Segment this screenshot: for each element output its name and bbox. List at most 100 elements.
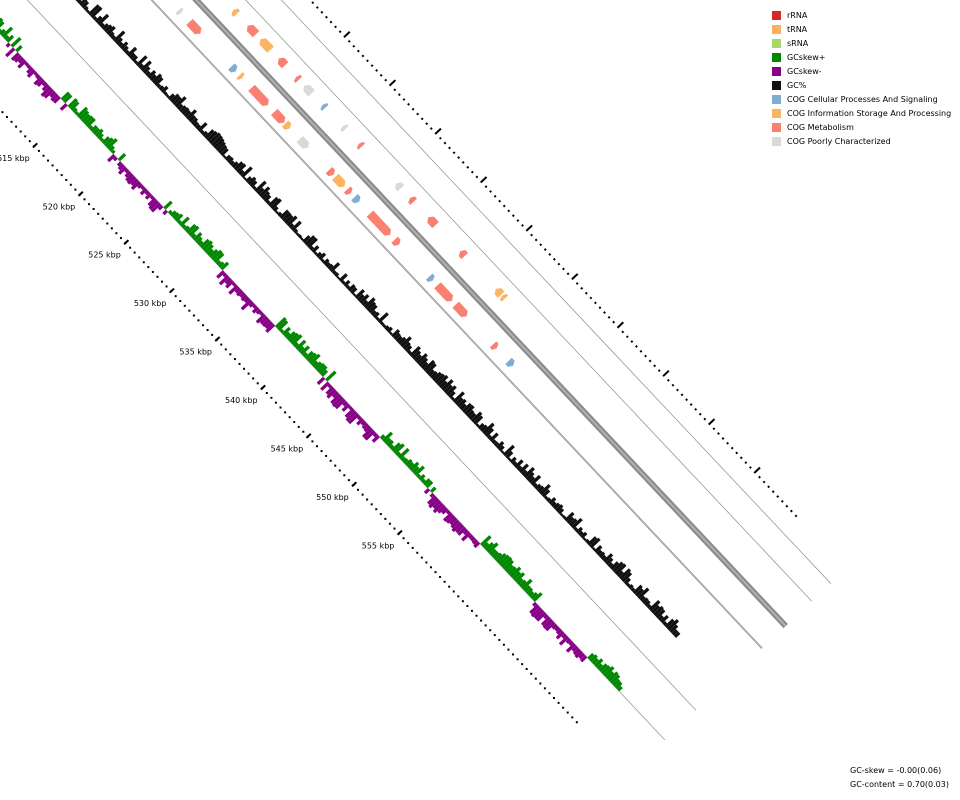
gc-content-bar — [400, 336, 412, 348]
gc-skew-negative-bar — [116, 161, 123, 167]
ruler-minor-tick — [448, 585, 451, 588]
gc-skew-positive-bar — [101, 136, 111, 145]
cog-feature-arrow — [270, 108, 286, 124]
outer-minor-tick — [470, 170, 474, 174]
gc-content-bar — [352, 292, 357, 297]
gc-skew-positive-bar — [514, 572, 526, 583]
gc-content-bar — [242, 176, 247, 181]
gc-content-bar — [482, 422, 495, 435]
gc-skew-negative-bar — [240, 294, 248, 302]
gc-skew-positive-bar — [409, 461, 420, 472]
gc-skew-negative-bar — [236, 289, 244, 297]
gc-content-bar — [83, 5, 89, 11]
gc-skew-positive-bar — [610, 674, 621, 685]
gc-content-bar — [229, 160, 235, 166]
gc-content-bar — [644, 600, 651, 607]
gc-content-bar — [502, 444, 515, 457]
gc-content-bar — [309, 245, 315, 251]
ruler-minor-tick — [119, 237, 122, 240]
gc-skew-negative-bar — [428, 497, 440, 509]
gc-content-bar — [350, 286, 358, 295]
gc-skew-positive-bar — [202, 240, 213, 251]
gc-skew-negative-bar — [471, 538, 478, 545]
cog-feature-arrow — [325, 167, 335, 177]
ruler-tick-label: 555 kbp — [362, 541, 395, 550]
outer-minor-tick — [689, 403, 693, 406]
gc-skew-negative-bar — [243, 296, 250, 304]
gc-content-bar — [117, 41, 124, 48]
gc-skew-negative-bar — [330, 393, 342, 405]
gc-skew-positive-bar — [528, 590, 535, 598]
gc-content-bar — [97, 13, 110, 26]
gc-content-bar — [466, 409, 475, 418]
gc-skew-positive-bar — [306, 352, 317, 363]
gc-skew-negative-bar — [327, 383, 333, 389]
ruler-minor-tick — [106, 222, 109, 225]
ruler-minor-tick — [553, 697, 556, 700]
gc-skew-positive-bar — [530, 591, 538, 600]
gc-content-bar — [598, 551, 606, 559]
gc-content-bar — [630, 587, 636, 592]
outer-major-tick — [343, 31, 351, 38]
gc-content-bar — [377, 312, 389, 324]
gc-skew-negative-bar — [43, 88, 54, 99]
gc-content-bar — [660, 614, 669, 624]
gc-skew-negative-bar — [228, 284, 239, 295]
ruler-minor-tick — [147, 266, 150, 269]
cog-feature-arrow — [499, 293, 509, 302]
legend-label: COG Poorly Characterized — [787, 136, 891, 146]
gc-content-bar — [165, 93, 170, 99]
gc-content-bar — [115, 37, 123, 45]
ruler-minor-tick — [370, 503, 373, 506]
gc-skew-positive-bar — [612, 678, 621, 687]
outer-major-tick — [616, 321, 624, 329]
ruler-tick-label: 525 kbp — [88, 251, 121, 260]
gc-content-bar — [327, 263, 334, 270]
gc-skew-positive-bar — [293, 342, 300, 348]
gc-content-bar — [562, 515, 567, 520]
outer-minor-tick — [452, 151, 456, 155]
gc-content-bar — [149, 74, 157, 82]
gc-skew-negative-bar — [265, 323, 276, 333]
outer-minor-tick — [356, 49, 360, 53]
gc-content-bar — [340, 280, 346, 285]
gc-content-bar — [530, 474, 542, 486]
gc-skew-negative-bar — [222, 272, 228, 278]
gc-skew-negative-bar — [530, 606, 542, 618]
gc-content-bar — [450, 396, 455, 401]
gc-skew-negative-bar — [5, 47, 16, 58]
gc-skew-positive-bar — [92, 127, 101, 135]
gc-content-bar — [372, 311, 380, 319]
ruler-minor-tick — [220, 343, 223, 346]
cog-feature-arrow — [340, 124, 349, 133]
cog-feature-arrow — [366, 210, 392, 236]
gc-content-bar — [639, 595, 646, 602]
gc-skew-negative-bar — [356, 417, 364, 426]
outer-minor-tick — [694, 407, 698, 411]
gc-content-bar — [600, 554, 607, 561]
ruler-minor-tick — [24, 135, 27, 138]
outer-minor-tick — [644, 354, 647, 358]
outer-minor-tick — [543, 248, 547, 252]
gc-skew-positive-bar — [15, 44, 23, 53]
gc-skew-positive-bar — [379, 434, 386, 440]
gc-content-bar — [637, 587, 650, 600]
gc-content-bar — [459, 403, 467, 411]
outer-minor-tick — [598, 306, 602, 310]
gc-content-bar — [480, 424, 488, 433]
outer-minor-tick — [762, 480, 766, 484]
outer-minor-tick — [530, 233, 533, 237]
outer-minor-tick — [475, 175, 479, 179]
gc-content-bar — [288, 223, 295, 229]
gc-skew-negative-bar — [52, 95, 61, 104]
ruler-minor-tick — [466, 605, 469, 608]
gc-content-bar — [318, 252, 327, 261]
gc-skew-negative-bar — [574, 650, 583, 659]
gc-content-bar — [306, 237, 318, 249]
gc-content-bar — [584, 538, 590, 544]
gc-content-bar — [445, 385, 457, 396]
outer-minor-tick — [785, 504, 789, 508]
outer-major-tick — [753, 466, 761, 474]
gc-content-bar — [552, 502, 561, 510]
gc-skew-positive-bar — [174, 213, 184, 222]
